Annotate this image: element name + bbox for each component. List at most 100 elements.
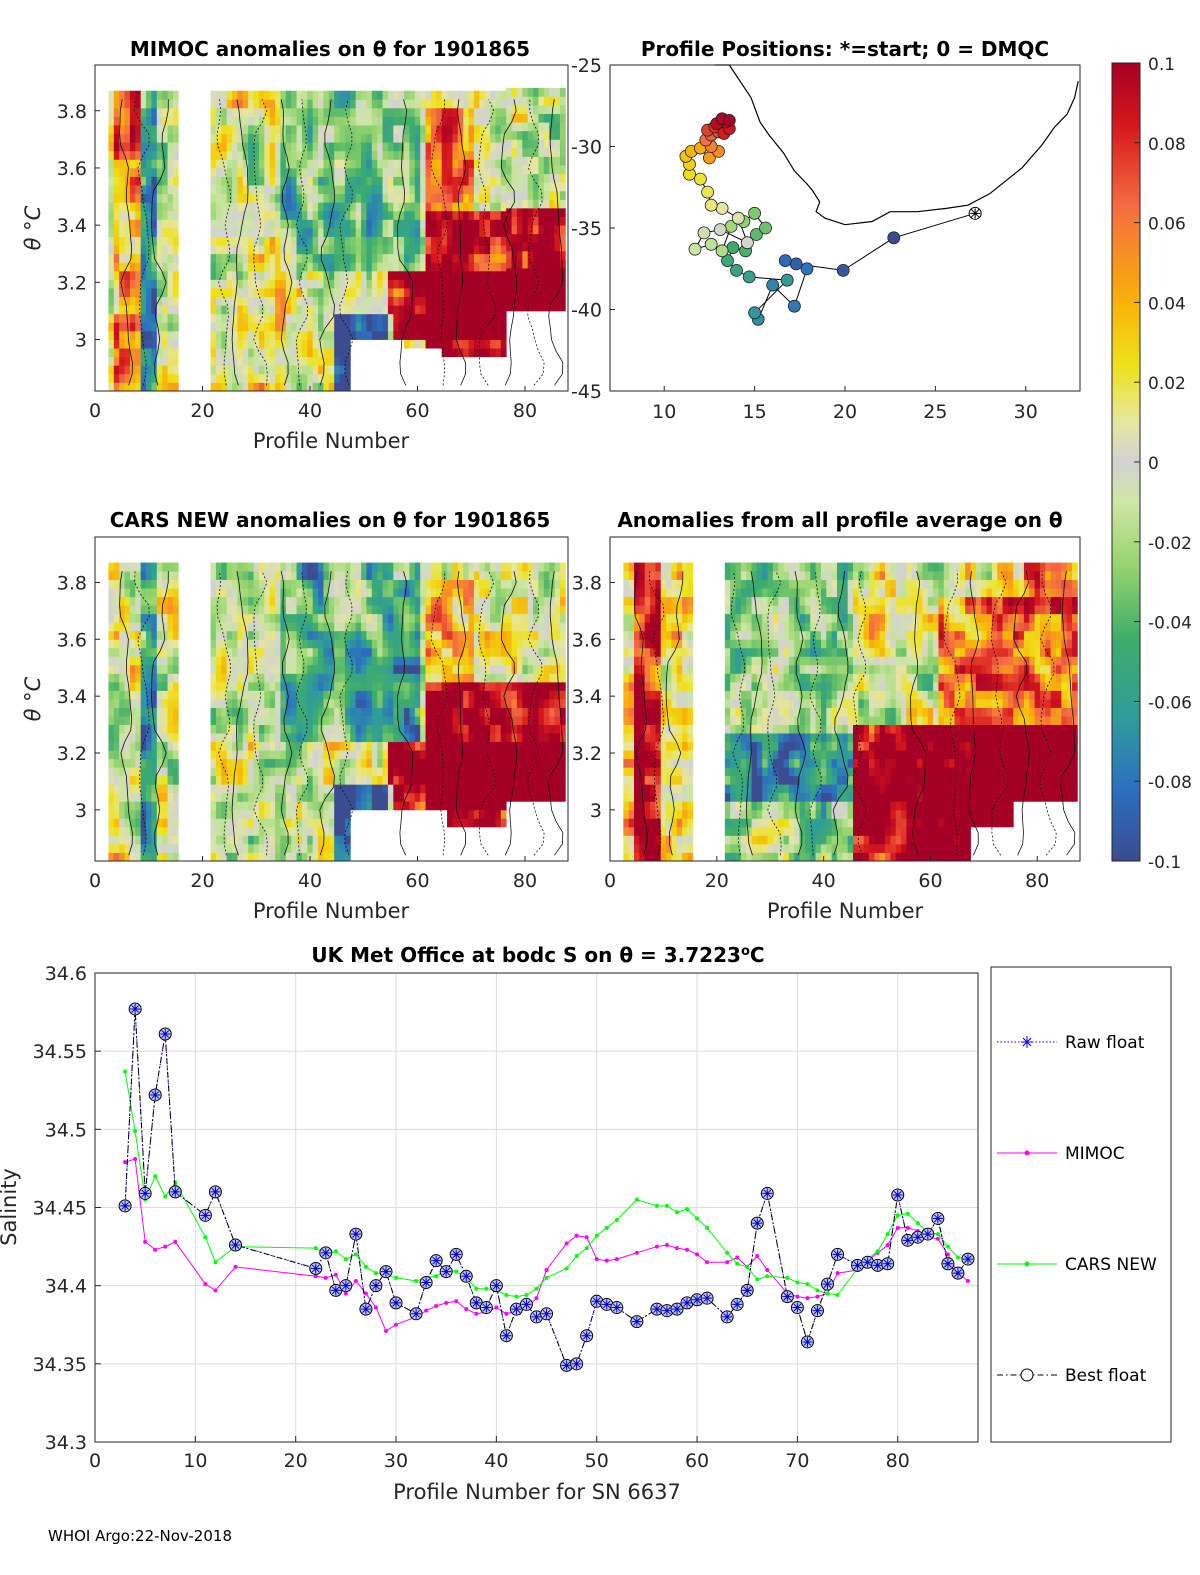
mimoc-cell (414, 125, 421, 135)
cars-cell (215, 852, 222, 862)
mimoc-cell (371, 90, 378, 100)
cars-cell (172, 690, 179, 700)
mimoc-cell (162, 133, 168, 143)
cars-cell (393, 775, 400, 785)
cars-cell (479, 724, 486, 734)
cars-cell (113, 562, 120, 572)
cars-cell (398, 681, 405, 691)
cars-cell (108, 656, 115, 666)
positions-title: Profile Positions: *=start; 0 = DMQC (641, 37, 1049, 61)
cars-cell (129, 843, 136, 853)
cars-cell (242, 792, 249, 802)
profile-position-point (789, 257, 803, 271)
mimoc-cell (215, 356, 222, 366)
mimoc-cell (285, 288, 292, 298)
mimoc-cell (334, 133, 340, 143)
cars-cell (253, 801, 260, 811)
mimoc-cell (549, 173, 555, 183)
cars-cell (371, 630, 378, 640)
cars-cell (140, 750, 147, 760)
cars-cell (146, 741, 152, 751)
mimoc-cell (366, 262, 373, 272)
mimoc-cell (457, 150, 464, 160)
mimoc-cell (490, 202, 496, 212)
mimoc-cell (377, 236, 383, 246)
cars-cell (312, 639, 319, 649)
mimoc-cell (387, 296, 394, 306)
cars-cell (226, 852, 233, 862)
mimoc-cell (264, 253, 271, 263)
mimoc-cell (339, 365, 346, 375)
cars-cell (253, 605, 260, 615)
mimoc-cell (167, 322, 174, 332)
cars-cell (151, 622, 158, 632)
mimoc-cell (172, 193, 179, 203)
cars-cell (328, 579, 335, 589)
cars-cell (361, 707, 367, 717)
cars-cell (291, 826, 297, 836)
mimoc-cell (473, 193, 480, 203)
cars-cell (430, 622, 437, 632)
mimoc-cell (344, 270, 351, 280)
cars-cell (328, 835, 335, 845)
mimoc-cell (119, 236, 125, 246)
mimoc-cell (398, 142, 405, 152)
mimoc-cell (167, 90, 174, 100)
mimoc-cell (452, 99, 459, 109)
cars-cell (124, 656, 131, 666)
cars-cell (366, 707, 373, 717)
mimoc-cell (506, 233, 512, 243)
mimoc-cell (151, 150, 158, 160)
cars-cell (344, 656, 351, 666)
cars-cell (506, 613, 512, 623)
cars-cell (226, 733, 233, 743)
cars-cell (162, 699, 168, 708)
cars-cell (334, 818, 340, 828)
mimoc-cell (210, 125, 217, 135)
mimoc-cell (215, 296, 222, 306)
cars-cell (404, 758, 410, 768)
mimoc-cell (285, 365, 292, 375)
cars-cell (355, 571, 362, 581)
mimoc-cell (312, 193, 319, 203)
mimoc-cell (549, 302, 555, 312)
mimoc-cell (344, 348, 351, 358)
cars-cell (275, 647, 281, 657)
mimoc-cell (452, 288, 459, 298)
mimoc-cell (237, 142, 244, 152)
mimoc-cell (463, 305, 469, 315)
cars-cell (484, 792, 491, 802)
cars-cell (516, 579, 523, 589)
cars-cell (457, 622, 464, 632)
mimoc-cell (215, 330, 222, 340)
cars-cell (275, 818, 281, 828)
cars-cell (269, 758, 276, 768)
cars-cell (237, 622, 244, 632)
cars-cell (242, 724, 249, 734)
mimoc-cell (113, 202, 120, 212)
positions-x-tick-label: 15 (743, 401, 767, 423)
cars-cell (323, 741, 330, 751)
mimoc-cell (108, 253, 115, 263)
mimoc-cell (436, 253, 443, 263)
cars-cell (124, 741, 131, 751)
cars-cell (371, 622, 378, 632)
cars-cell (162, 630, 168, 640)
cars-cell (232, 733, 238, 743)
cars-cell (490, 809, 496, 819)
cars-cell (210, 767, 217, 777)
mimoc-cell (511, 147, 518, 157)
mimoc-cell (447, 322, 453, 332)
mimoc-cell (511, 250, 518, 260)
cars-cell (221, 690, 228, 700)
cars-cell (436, 733, 443, 743)
mimoc-cell (285, 373, 292, 383)
cars-cell (350, 622, 357, 632)
cars-cell (135, 699, 142, 708)
cars-cell (366, 792, 373, 802)
mimoc-cell (334, 159, 340, 169)
mimoc-cell (140, 348, 147, 358)
mimoc-cell (516, 173, 523, 183)
cars-cell (452, 579, 459, 589)
cars-cell (307, 733, 314, 743)
